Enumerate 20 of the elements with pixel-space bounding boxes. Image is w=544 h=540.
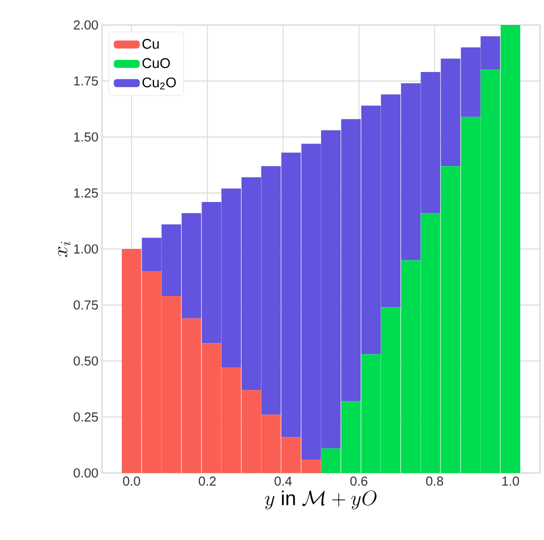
y-tick-label: 0.25 [74,412,98,422]
y-tick-label: 0.00 [74,468,98,478]
x-tick-label: 1.0 [502,476,519,486]
y-tick-label: 1.75 [74,76,98,86]
legend-label: Cu$_{2}$O [142,77,176,90]
y-tick-label: 2.00 [74,20,98,30]
x-axis-title: $y \text{ in } \mathcal{M}+yO$ [265,490,376,510]
y-tick-label: 1.00 [74,244,98,254]
x-tick-label: 0.6 [350,476,368,486]
y-tick-label: 1.50 [74,132,98,142]
legend-label: CuO [142,58,170,68]
y-tick-label: 0.75 [74,300,98,310]
y-tick-label: 1.25 [74,188,98,198]
x-tick-label: 0.2 [198,476,216,486]
x-tick-label: 0.8 [426,476,444,486]
y-axis-title: $x_i$ [58,242,70,257]
y-tick-label: 0.50 [74,356,98,366]
x-tick-label: 0.4 [274,476,292,486]
x-tick-label: 0.0 [123,476,140,486]
legend-label: Cu [142,38,159,49]
